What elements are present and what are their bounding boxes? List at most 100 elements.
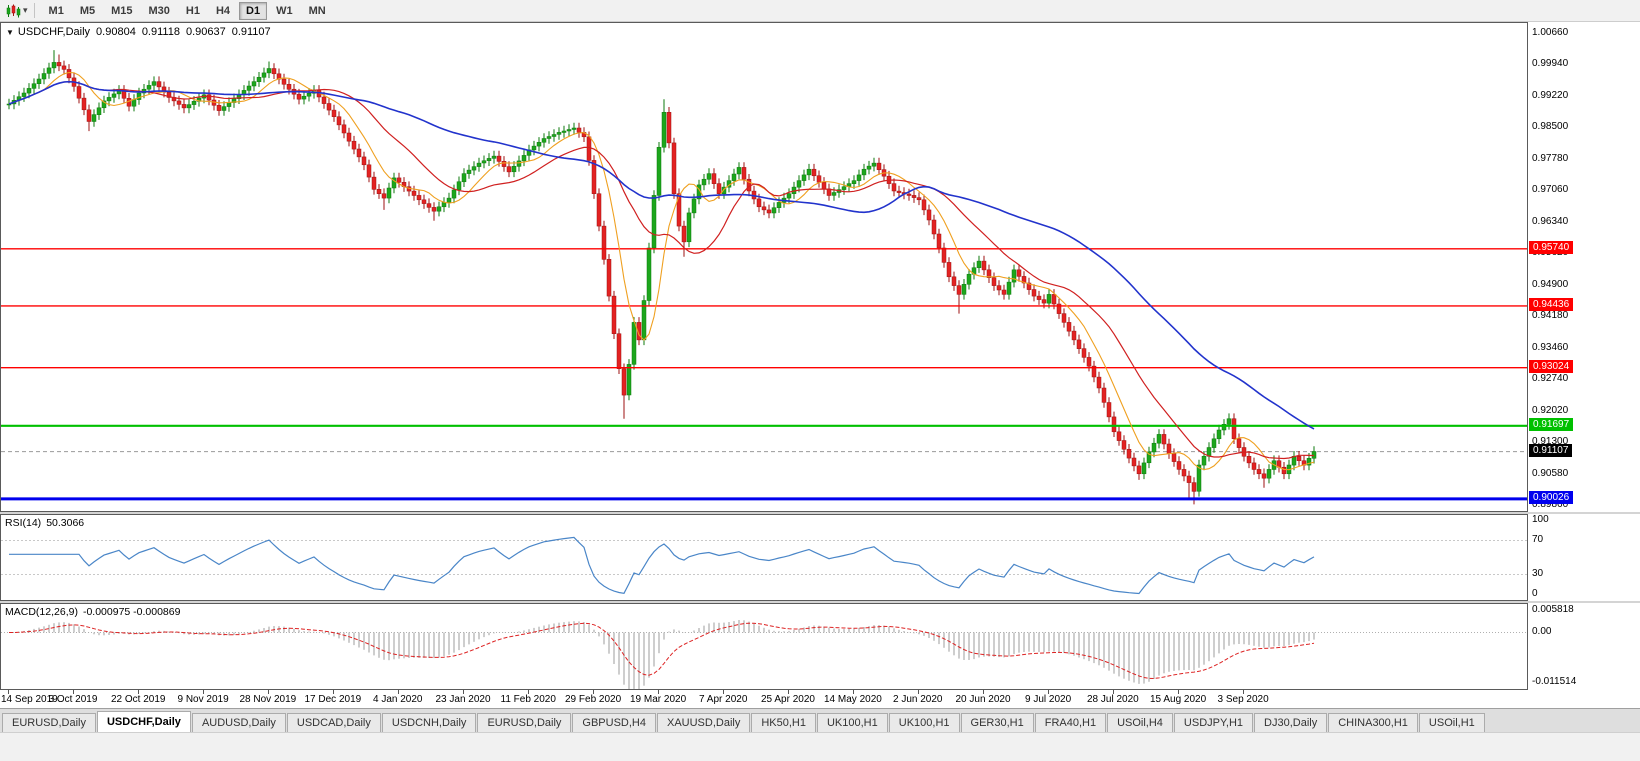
chart-tab-usdchf-daily[interactable]: USDCHF,Daily: [96, 711, 191, 732]
current-price-tag: 0.91107: [1529, 443, 1573, 457]
date-tick: [73, 690, 74, 694]
level-price-tag: 0.90026: [1529, 490, 1574, 504]
chart-tab-gbpusd-h4[interactable]: GBPUSD,H4: [572, 713, 656, 732]
date-tick: [658, 690, 659, 694]
chart-tab-uk100-h1[interactable]: UK100,H1: [888, 713, 960, 732]
date-tick: [853, 690, 854, 694]
date-tick: [528, 690, 529, 694]
date-tick: [268, 690, 269, 694]
price-axis-label: 0.91300: [1532, 436, 1569, 448]
date-axis-label: 7 Apr 2020: [699, 694, 748, 705]
chart-type-dropdown-icon[interactable]: ▾: [23, 5, 28, 15]
date-tick: [918, 690, 919, 694]
chart-tab-fra40-h1[interactable]: FRA40,H1: [1034, 713, 1107, 732]
date-tick: [1243, 690, 1244, 694]
timeframe-button-m1[interactable]: M1: [48, 4, 64, 17]
price-axis-label: 0.99940: [1532, 58, 1569, 69]
chart-tab-china300-h1[interactable]: CHINA300,H1: [1328, 713, 1418, 732]
price-axis-label: 0.96340: [1532, 215, 1569, 227]
rsi-plot[interactable]: RSI(14) 50.3066: [0, 514, 1528, 601]
macd-name: MACD(12,26,9): [5, 606, 78, 618]
date-axis-label: 3 Oct 2019: [48, 694, 98, 705]
status-strip: [0, 732, 1640, 761]
panel-divider[interactable]: [0, 512, 1640, 514]
macd-axis-label: 0.00: [1532, 625, 1552, 637]
timeframe-button-w1[interactable]: W1: [276, 4, 293, 17]
timeframes-toolbar: ▾ M1 M5 M15 M30 H1 H4 D1 W1 MN: [0, 0, 1640, 22]
ma-slow-line: [8, 80, 1315, 430]
chart-symbol-period: USDCHF,Daily: [17, 26, 91, 38]
chart-tab-eurusd-daily[interactable]: EURUSD,Daily: [2, 713, 96, 732]
date-axis-label: 9 Jul 2020: [1025, 694, 1072, 705]
macd-chart[interactable]: [1, 604, 1527, 689]
chart-tab-uk100-h1[interactable]: UK100,H1: [816, 713, 888, 732]
price-chart-plot[interactable]: ▼ USDCHF,Daily 0.90804 0.91118 0.90637 0.9110…: [0, 22, 1528, 512]
date-tick: [333, 690, 334, 694]
chart-type-icon[interactable]: [5, 4, 21, 18]
rsi-axis-label: 100: [1532, 514, 1549, 525]
price-axis-label: 0.98500: [1532, 121, 1569, 132]
chart-tab-hk50-h1[interactable]: HK50,H1: [751, 713, 816, 732]
chart-tab-usdjpy-h1[interactable]: USDJPY,H1: [1173, 713, 1254, 732]
date-axis-label: 2 Jun 2020: [893, 694, 943, 705]
price-axis-label: 0.90580: [1532, 467, 1569, 479]
timeframe-button-h1[interactable]: H1: [185, 4, 200, 17]
rsi-axis-label: 0: [1532, 588, 1538, 599]
timeframe-button-h4[interactable]: H4: [215, 4, 231, 17]
chart-tab-dj30-daily[interactable]: DJ30,Daily: [1254, 713, 1328, 732]
macd-plot[interactable]: MACD(12,26,9) -0.000975 -0.000869: [0, 603, 1528, 690]
price-axis-label: 1.00660: [1532, 26, 1569, 38]
price-axis-label: 0.89860: [1532, 499, 1569, 511]
date-axis-label: 28 Jul 2020: [1087, 694, 1139, 705]
candles-layer: [6, 50, 1317, 505]
chart-tab-audusd-daily[interactable]: AUDUSD,Daily: [191, 713, 286, 732]
date-axis-label: 28 Nov 2019: [239, 694, 297, 705]
ohlc-low: 0.90637: [185, 26, 226, 38]
date-axis-label: 20 Jun 2020: [955, 694, 1011, 705]
level-price-tag: 0.91697: [1529, 417, 1574, 431]
price-axis-label: 0.97780: [1532, 152, 1569, 164]
level-price-tag: 0.94436: [1529, 297, 1574, 311]
date-tick: [1048, 690, 1049, 694]
timeframe-button-d1[interactable]: D1: [239, 1, 268, 20]
chart-tab-usdcad-daily[interactable]: USDCAD,Daily: [286, 713, 381, 732]
chart-tab-eurusd-daily[interactable]: EURUSD,Daily: [477, 713, 572, 732]
one-click-trading-icon[interactable]: ▼: [6, 28, 14, 37]
chart-tab-ger30-h1[interactable]: GER30,H1: [960, 713, 1034, 732]
date-axis-label: 4 Jan 2020: [373, 694, 423, 705]
chart-tab-usoil-h4[interactable]: USOil,H4: [1107, 713, 1173, 732]
date-tick: [138, 690, 139, 694]
chart-tab-xauusd-daily[interactable]: XAUUSD,Daily: [656, 713, 751, 732]
date-tick: [8, 690, 9, 694]
rsi-label: RSI(14) 50.3066: [5, 517, 89, 529]
chart-tabs-bar: EURUSD,Daily USDCHF,Daily AUDUSD,Daily USDC…: [0, 708, 1640, 732]
main-chart-row: ▼ USDCHF,Daily 0.90804 0.91118 0.90637 0.9110…: [0, 22, 1640, 512]
macd-histogram: [13, 620, 1315, 689]
date-axis-label: 15 Aug 2020: [1150, 694, 1207, 705]
rsi-axis: 100 70 30 0: [1528, 514, 1640, 601]
support-resistance-lines: [1, 248, 1527, 501]
price-axis: 1.00660 0.99940 0.99220 0.98500 0.97780 0.970…: [1528, 22, 1640, 512]
timeframe-button-m30[interactable]: M30: [148, 4, 170, 17]
timeframe-button-m5[interactable]: M5: [79, 4, 96, 17]
price-axis-label: 0.94900: [1532, 278, 1569, 290]
date-axis-label: 25 Apr 2020: [761, 694, 815, 705]
chart-tab-usdcnh-daily[interactable]: USDCNH,Daily: [381, 713, 477, 732]
chart-tab-usoil-h1[interactable]: USOil,H1: [1418, 713, 1485, 732]
date-axis-label: 11 Feb 2020: [500, 694, 556, 705]
macd-axis-label: 0.005818: [1532, 604, 1574, 615]
panel-divider[interactable]: [0, 601, 1640, 603]
price-axis-label: 0.99220: [1532, 89, 1569, 101]
rsi-line: [9, 536, 1315, 595]
date-tick: [593, 690, 594, 694]
candlestick-chart[interactable]: [1, 23, 1527, 511]
chart-title: ▼ USDCHF,Daily 0.90804 0.91118 0.90637 0.9110…: [6, 26, 277, 38]
timeframe-button-m15[interactable]: M15: [111, 4, 133, 17]
date-axis[interactable]: 14 Sep 2019 3 Oct 2019 22 Oct 2019 9 Nov 20…: [0, 690, 1528, 708]
date-tick: [203, 690, 204, 694]
rsi-value: 50.3066: [46, 517, 85, 529]
timeframe-button-mn[interactable]: MN: [308, 4, 326, 17]
rsi-chart[interactable]: [1, 515, 1527, 600]
toolbar-separator: [33, 3, 35, 18]
